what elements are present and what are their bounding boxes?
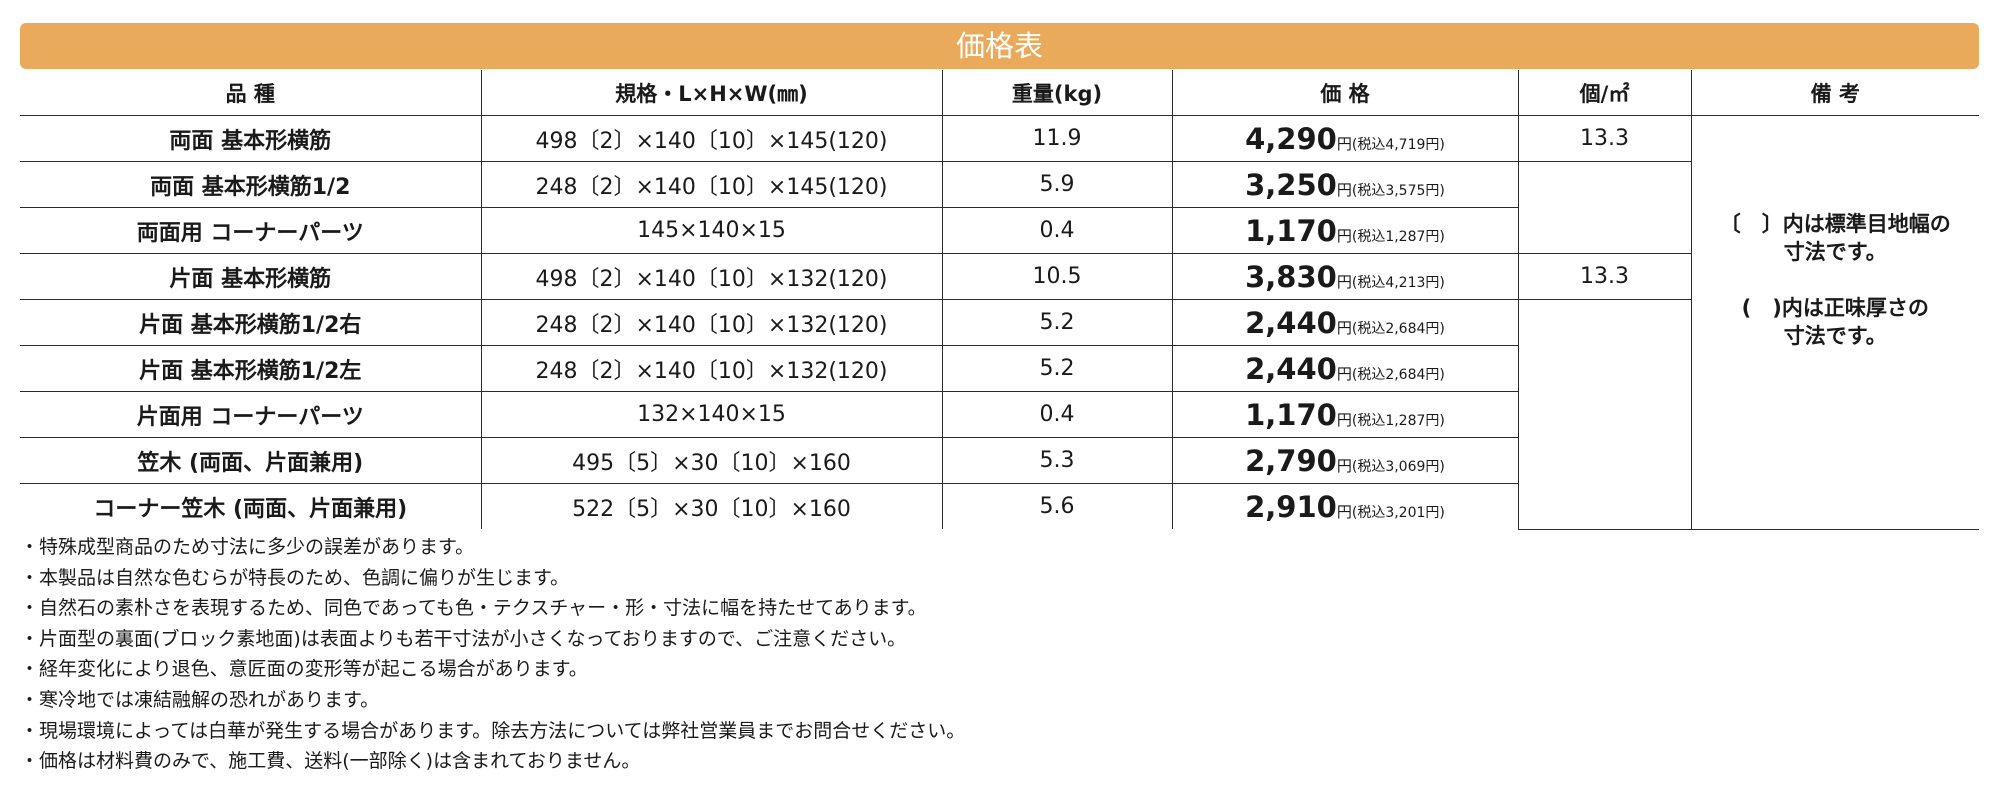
price-value: 3,830 xyxy=(1245,259,1337,294)
price-tax-included: (税込4,213円) xyxy=(1351,274,1445,291)
price-tax-included: (税込3,069円) xyxy=(1351,458,1445,475)
product-name: 両面用 コーナーパーツ xyxy=(20,207,482,254)
product-weight: 0.4 xyxy=(941,391,1173,438)
table-row: 両面 基本形横筋 498〔2〕×140〔10〕×145(120) 11.9 4,… xyxy=(20,115,1979,530)
note-item: ・特殊成型商品のため寸法に多少の誤差があります。 xyxy=(20,536,475,558)
table-row: コーナー笠木 (両面、片面兼用) 522〔5〕×30〔10〕×160 5.6 2… xyxy=(20,483,1979,529)
product-weight: 5.3 xyxy=(941,437,1173,484)
price-table-title: 価格表 xyxy=(20,23,1979,69)
product-weight: 10.5 xyxy=(941,253,1173,300)
price-table: 品 種 規格・L×H×W(㎜) 重量(kg) 価 格 個/㎡ 備 考 両面 基本… xyxy=(20,70,1979,530)
price-value: 2,910 xyxy=(1245,489,1337,524)
header-price: 価 格 xyxy=(1171,70,1519,116)
product-price: 2,440円(税込2,684円) xyxy=(1171,299,1519,346)
product-name: 両面 基本形横筋1/2 xyxy=(20,161,482,208)
per-m2-value: 13.3 xyxy=(1517,115,1692,162)
notes-list: ・特殊成型商品のため寸法に多少の誤差があります。 ・本製品は自然な色むらが特長の… xyxy=(20,532,1220,777)
table-row: 両面用 コーナーパーツ 145×140×15 0.4 1,170円(税込1,28… xyxy=(20,207,1979,254)
product-spec: 495〔5〕×30〔10〕×160 xyxy=(480,437,943,484)
note-item: ・価格は材料費のみで、施工費、送料(一部除く)は含まれておりません。 xyxy=(20,750,641,773)
product-weight: 5.2 xyxy=(941,299,1173,346)
product-spec: 498〔2〕×140〔10〕×145(120) xyxy=(480,115,943,162)
product-name: 片面 基本形横筋 xyxy=(20,253,482,300)
price-tax-included: (税込2,684円) xyxy=(1351,366,1445,383)
product-price: 3,830円(税込4,213円) xyxy=(1171,253,1519,300)
price-tax-included: (税込3,575円) xyxy=(1351,182,1445,199)
price-tax-included: (税込2,684円) xyxy=(1351,320,1445,337)
table-row: 笠木 (両面、片面兼用) 495〔5〕×30〔10〕×160 5.3 2,790… xyxy=(20,437,1979,484)
product-price: 2,440円(税込2,684円) xyxy=(1171,345,1518,392)
note-item: ・片面型の裏面(ブロック素地面)は表面よりも若干寸法が小さくなっておりますので、… xyxy=(20,627,907,650)
price-value: 1,170 xyxy=(1245,397,1337,432)
header-weight: 重量(kg) xyxy=(941,70,1173,116)
note-item: ・自然石の素朴さを表現するため、同色であっても色・テクスチャー・形・寸法に幅を持… xyxy=(20,597,927,620)
product-name: 片面 基本形横筋1/2左 xyxy=(20,345,482,392)
price-value: 2,790 xyxy=(1245,443,1337,478)
yen-unit: 円 xyxy=(1336,410,1352,429)
yen-unit: 円 xyxy=(1336,134,1352,153)
yen-unit: 円 xyxy=(1336,180,1352,199)
yen-unit: 円 xyxy=(1336,456,1352,475)
product-spec: 132×140×15 xyxy=(480,391,943,438)
product-name: 笠木 (両面、片面兼用) xyxy=(20,437,482,484)
product-weight: 5.6 xyxy=(941,483,1173,529)
product-weight: 5.2 xyxy=(941,345,1173,392)
price-value: 4,290 xyxy=(1245,121,1337,156)
product-spec: 248〔2〕×140〔10〕×132(120) xyxy=(480,345,943,392)
product-price: 1,170円(税込1,287円) xyxy=(1171,391,1518,438)
yen-unit: 円 xyxy=(1336,318,1352,337)
price-value: 3,250 xyxy=(1245,167,1337,202)
remarks-cell: 〔 〕内は標準目地幅の 寸法です。 ( )内は正味厚さの 寸法です。 xyxy=(1690,115,1979,530)
header-per-m2: 個/㎡ xyxy=(1517,70,1692,116)
header-remarks: 備 考 xyxy=(1690,70,1979,116)
price-value: 1,170 xyxy=(1245,213,1337,248)
product-name: 両面 基本形横筋 xyxy=(20,115,482,162)
product-name: 片面用 コーナーパーツ xyxy=(20,391,482,438)
product-price: 4,290円(税込4,719円) xyxy=(1171,115,1519,162)
product-spec: 498〔2〕×140〔10〕×132(120) xyxy=(480,253,943,300)
remark-line: ( )内は正味厚さの xyxy=(1741,296,1929,321)
per-m2-value-empty xyxy=(1517,299,1691,530)
product-price: 1,170円(税込1,287円) xyxy=(1171,207,1518,254)
table-row: 片面用 コーナーパーツ 132×140×15 0.4 1,170円(税込1,28… xyxy=(20,391,1979,438)
product-weight: 5.9 xyxy=(941,161,1173,208)
header-product: 品 種 xyxy=(20,70,482,116)
yen-unit: 円 xyxy=(1336,226,1352,245)
remark-line: 〔 〕内は標準目地幅の xyxy=(1719,212,1951,237)
remark-line: 寸法です。 xyxy=(1783,324,1887,349)
product-name: 片面 基本形横筋1/2右 xyxy=(20,299,482,346)
price-tax-included: (税込4,719円) xyxy=(1351,136,1445,153)
product-price: 2,790円(税込3,069円) xyxy=(1171,437,1518,484)
price-tax-included: (税込3,201円) xyxy=(1351,504,1445,521)
price-value: 2,440 xyxy=(1245,305,1337,340)
price-tax-included: (税込1,287円) xyxy=(1351,228,1445,245)
per-m2-value-empty xyxy=(1517,161,1691,254)
yen-unit: 円 xyxy=(1336,502,1352,521)
header-spec: 規格・L×H×W(㎜) xyxy=(480,70,943,116)
note-item: ・本製品は自然な色むらが特長のため、色調に偏りが生じます。 xyxy=(20,566,570,589)
table-row: 片面 基本形横筋1/2右 248〔2〕×140〔10〕×132(120) 5.2… xyxy=(20,299,1979,530)
yen-unit: 円 xyxy=(1336,272,1352,291)
product-spec: 522〔5〕×30〔10〕×160 xyxy=(480,483,943,529)
product-price: 3,250円(税込3,575円) xyxy=(1171,161,1519,208)
product-name: コーナー笠木 (両面、片面兼用) xyxy=(20,483,482,529)
note-item: ・現場環境によっては白華が発生する場合があります。除去方法については弊社営業員ま… xyxy=(20,719,966,742)
table-row: 片面 基本形横筋 498〔2〕×140〔10〕×132(120) 10.5 3,… xyxy=(20,253,1979,300)
per-m2-value: 13.3 xyxy=(1517,253,1691,300)
price-tax-included: (税込1,287円) xyxy=(1351,412,1445,429)
note-item: ・寒冷地では凍結融解の恐れがあります。 xyxy=(20,688,380,711)
product-weight: 11.9 xyxy=(941,115,1173,162)
product-price: 2,910円(税込3,201円) xyxy=(1171,483,1518,529)
yen-unit: 円 xyxy=(1336,364,1352,383)
table-header-row: 品 種 規格・L×H×W(㎜) 重量(kg) 価 格 個/㎡ 備 考 xyxy=(20,70,1979,116)
table-row: 片面 基本形横筋1/2左 248〔2〕×140〔10〕×132(120) 5.2… xyxy=(20,345,1979,392)
price-value: 2,440 xyxy=(1245,351,1337,386)
table-row: 両面 基本形横筋1/2 248〔2〕×140〔10〕×145(120) 5.9 … xyxy=(20,161,1979,254)
product-weight: 0.4 xyxy=(941,207,1173,254)
product-spec: 248〔2〕×140〔10〕×132(120) xyxy=(480,299,943,346)
remark-line: 寸法です。 xyxy=(1783,240,1887,265)
product-spec: 248〔2〕×140〔10〕×145(120) xyxy=(480,161,943,208)
product-spec: 145×140×15 xyxy=(480,207,943,254)
note-item: ・経年変化により退色、意匠面の変形等が起こる場合があります。 xyxy=(20,658,588,681)
